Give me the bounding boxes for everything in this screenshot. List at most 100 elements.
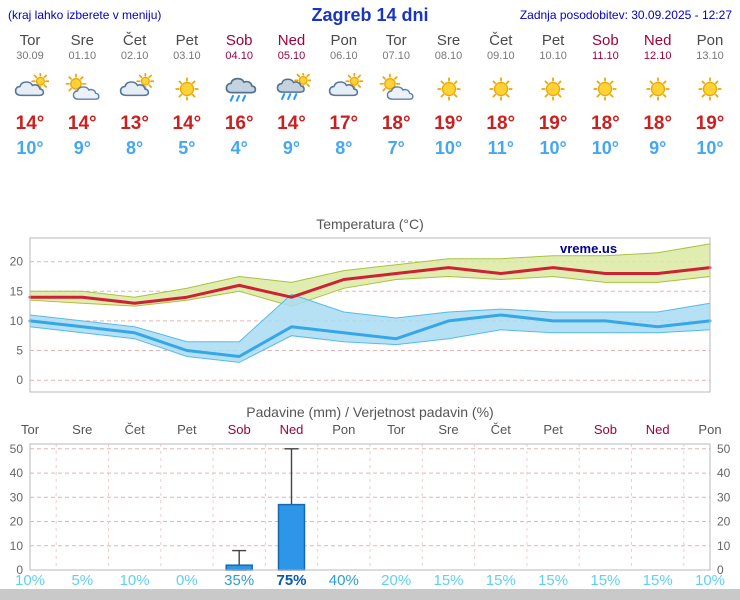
precip-probability: 75% xyxy=(276,572,307,589)
precip-probability: 10% xyxy=(119,572,150,589)
precip-day-label: Ned xyxy=(645,422,670,437)
day-column-11[interactable]: Sob 11.10 18° 10° xyxy=(578,32,632,159)
sunny-icon xyxy=(541,77,565,101)
day-name: Čet xyxy=(489,32,513,49)
day-column-6[interactable]: Pon 06.10 17° 8° xyxy=(317,32,371,159)
day-min-temp: 7° xyxy=(387,138,405,158)
precip-ytick-left: 20 xyxy=(10,515,24,529)
day-name: Pet xyxy=(175,32,199,49)
precip-day-label: Čet xyxy=(124,422,145,437)
temp-ytick-label: 20 xyxy=(10,255,24,269)
day-name: Pon xyxy=(696,32,724,49)
precip-day-label: Sob xyxy=(227,422,251,437)
day-column-9[interactable]: Čet 09.10 18° 11° xyxy=(474,32,528,159)
precip-ytick-right: 40 xyxy=(717,466,731,480)
menu-hint-note: (kraj lahko izberete v meniju) xyxy=(8,8,162,22)
precip-day-label: Sob xyxy=(593,422,617,437)
precip-day-label: Pet xyxy=(543,422,563,437)
day-date: 09.10 xyxy=(487,50,515,62)
day-name: Sre xyxy=(70,32,94,49)
day-min-temp: 9° xyxy=(649,138,667,158)
day-max-temp: 19° xyxy=(695,113,725,134)
day-name: Sob xyxy=(225,32,253,49)
precip-plot-border xyxy=(29,443,711,571)
day-column-10[interactable]: Pet 10.10 19° 10° xyxy=(526,32,580,159)
day-date: 30.09 xyxy=(16,50,44,62)
precip-probability: 40% xyxy=(328,572,359,589)
header: (kraj lahko izberete v meniju) Zagreb 14… xyxy=(0,4,740,30)
day-date: 07.10 xyxy=(382,50,410,62)
day-date: 13.10 xyxy=(696,50,724,62)
day-name: Pon xyxy=(330,32,358,49)
precip-day-label: Pon xyxy=(698,422,722,437)
temp-ytick-label: 5 xyxy=(16,344,23,358)
day-column-4[interactable]: Sob 04.10 16° 4° xyxy=(212,32,266,159)
day-name: Sob xyxy=(592,32,619,49)
sunny-icon xyxy=(593,77,618,101)
rain-sun-icon xyxy=(276,71,312,100)
horizontal-scrollbar[interactable] xyxy=(0,589,740,600)
mostly-cloudy-icon xyxy=(119,72,155,97)
day-max-temp: 18° xyxy=(591,113,620,134)
day-column-1[interactable]: Sre 01.10 14° 9° xyxy=(55,32,109,159)
rain-icon xyxy=(225,77,257,102)
day-column-5[interactable]: Ned 05.10 14° 9° xyxy=(265,32,319,159)
day-name: Tor xyxy=(19,32,41,49)
precip-probability: 35% xyxy=(224,572,255,589)
day-min-temp: 10° xyxy=(591,138,619,158)
watermark: vreme.us xyxy=(560,241,617,256)
day-min-temp: 9° xyxy=(282,138,301,158)
day-column-3[interactable]: Pet 03.10 14° 5° xyxy=(160,32,214,159)
day-name: Ned xyxy=(277,32,306,49)
mostly-cloudy-icon xyxy=(328,72,364,97)
forecast-days-row: Tor 30.09 14° 10° Sre 01.10 14° 9° Čet 0… xyxy=(0,32,740,182)
precip-probability-row: 10% 5% 10% 0% 35% 75% 40% 20% 15% 15% 15% 15% 15% 10% xyxy=(0,572,740,589)
day-name: Tor xyxy=(385,32,407,49)
day-date: 11.10 xyxy=(592,50,619,62)
day-name: Ned xyxy=(643,32,672,49)
day-date: 04.10 xyxy=(225,50,253,62)
day-date: 10.10 xyxy=(539,50,567,62)
day-min-temp: 10° xyxy=(16,138,44,158)
precip-ytick-right: 0 xyxy=(717,563,724,577)
sunny-icon xyxy=(436,77,461,101)
day-date: 02.10 xyxy=(120,50,149,62)
day-min-temp: 11° xyxy=(487,138,514,158)
day-min-temp: 5° xyxy=(178,138,196,158)
precip-probability: 10% xyxy=(694,572,726,589)
precip-probability: 0% xyxy=(176,572,198,589)
sunny-icon xyxy=(489,77,513,101)
day-name: Sre xyxy=(436,32,461,49)
precipitation-chart: 0 0 10 10 20 20 30 30 40 40 50 50 xyxy=(10,442,731,577)
temp-ytick-label: 0 xyxy=(16,373,23,387)
day-column-12[interactable]: Ned 12.10 18° 9° xyxy=(631,32,685,159)
day-column-0[interactable]: Tor 30.09 14° 10° xyxy=(3,32,57,159)
precip-probability: 5% xyxy=(71,572,94,589)
precip-day-label: Sre xyxy=(438,422,459,437)
precip-ytick-right: 50 xyxy=(717,442,731,456)
page-title: Zagreb 14 dni xyxy=(311,5,429,25)
day-date: 06.10 xyxy=(330,50,358,62)
precip-probability: 15% xyxy=(590,572,621,589)
day-min-temp: 10° xyxy=(539,138,567,158)
precip-day-label: Sre xyxy=(72,422,93,437)
partly-cloudy-icon xyxy=(65,73,100,100)
temp-plot-border xyxy=(29,237,711,393)
last-updated: Zadnja posodobitev: 30.09.2025 - 12:27 xyxy=(519,8,732,22)
day-column-2[interactable]: Čet 02.10 13° 8° xyxy=(108,32,162,159)
day-max-temp: 17° xyxy=(329,113,359,134)
precip-day-label: Čet xyxy=(490,422,511,437)
partly-cloudy-icon xyxy=(379,73,414,100)
precip-ytick-right: 20 xyxy=(717,515,731,529)
day-date: 05.10 xyxy=(277,50,306,62)
day-column-8[interactable]: Sre 08.10 19° 10° xyxy=(422,32,476,159)
precip-ytick-right: 10 xyxy=(717,539,731,553)
precip-ytick-left: 0 xyxy=(16,563,23,577)
day-column-7[interactable]: Tor 07.10 18° 7° xyxy=(369,32,423,159)
precip-ytick-left: 40 xyxy=(10,466,24,480)
day-max-temp: 18° xyxy=(381,113,411,134)
day-max-temp: 18° xyxy=(486,113,516,134)
day-max-temp: 14° xyxy=(277,113,306,134)
precip-day-label: Ned xyxy=(279,422,304,437)
day-column-13[interactable]: Pon 13.10 19° 10° xyxy=(683,32,737,159)
